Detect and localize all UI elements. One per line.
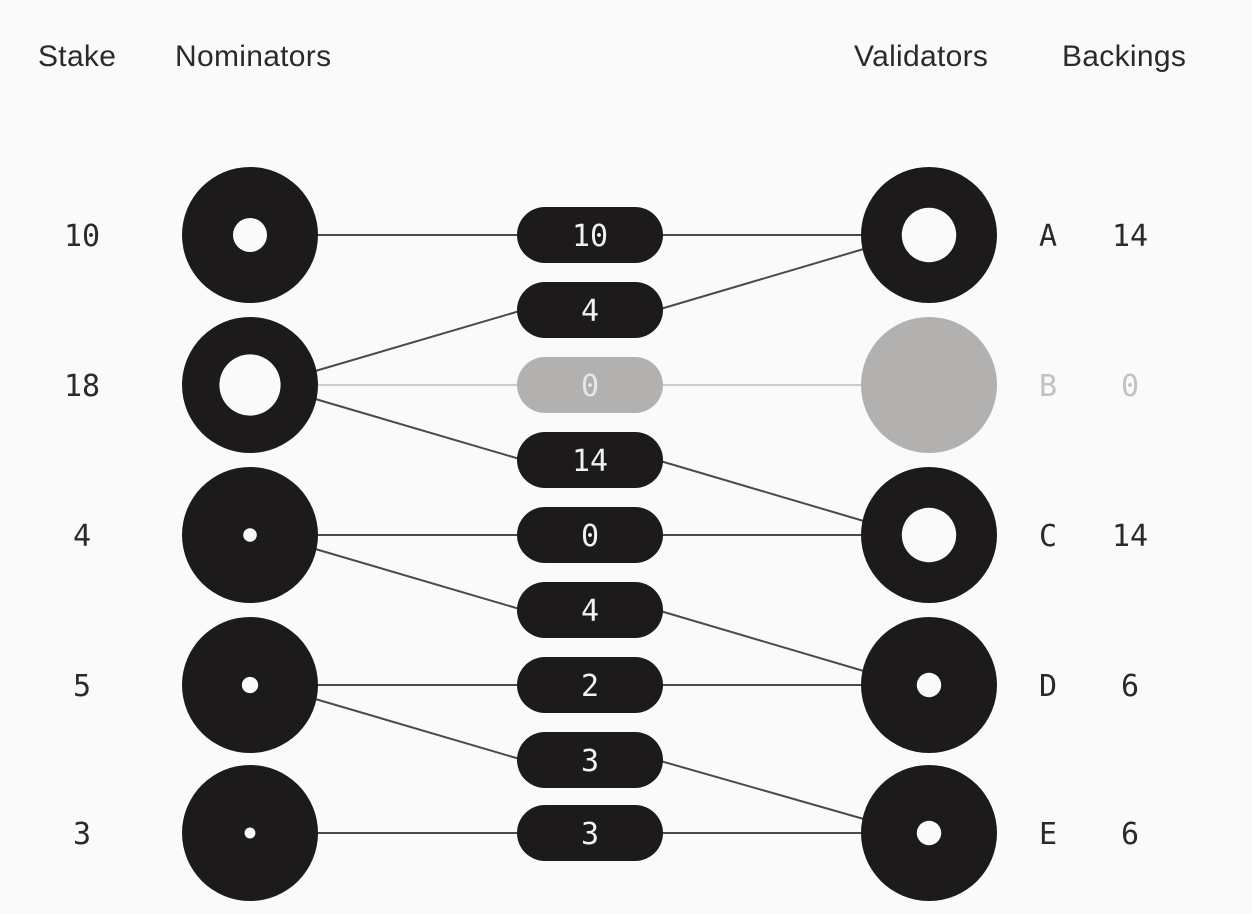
pill-background <box>517 507 663 563</box>
validator-node <box>861 167 997 303</box>
edge-line-right <box>656 609 865 672</box>
nominator-stake: 4 <box>73 519 91 554</box>
pill-background <box>517 805 663 861</box>
validator-backing: 6 <box>1121 817 1139 852</box>
edge-amount-pill: 2 <box>517 657 663 713</box>
edge-line-left <box>314 698 524 761</box>
edge-amount: 3 <box>581 744 599 779</box>
validator-node <box>861 617 997 753</box>
validator-backing: 14 <box>1112 519 1148 554</box>
edge-amount: 0 <box>581 519 599 554</box>
validator-name: C <box>1039 519 1057 554</box>
pill-background <box>517 657 663 713</box>
validator-node <box>861 317 997 453</box>
edge-line-left <box>314 398 524 461</box>
validator-name: A <box>1039 219 1057 254</box>
nominator-stake: 5 <box>73 669 91 704</box>
stake-header: Stake <box>38 40 117 73</box>
nominator-node <box>182 317 318 453</box>
validator-hole <box>901 507 957 563</box>
edge-amount-pill: 10 <box>517 207 663 263</box>
pill-background <box>517 582 663 638</box>
nominator-stake: 3 <box>73 817 91 852</box>
edge-line-right <box>656 459 865 522</box>
pill-background <box>517 207 663 263</box>
edge-line-right <box>656 759 864 820</box>
validator-hole <box>916 820 942 846</box>
backings-header: Backings <box>1062 40 1187 73</box>
nominator-node <box>182 467 318 603</box>
edge-line-left <box>314 309 524 372</box>
edge-amount: 14 <box>572 444 608 479</box>
edge-amount-pill: 14 <box>517 432 663 488</box>
pill-background <box>517 432 663 488</box>
nominator-node <box>182 617 318 753</box>
pill-background <box>517 357 663 413</box>
edge-amount: 4 <box>581 594 599 629</box>
edge-amount-pill: 3 <box>517 732 663 788</box>
nominator-node <box>182 765 318 901</box>
edge-amount-pill: 4 <box>517 282 663 338</box>
edge-amount-pill: 4 <box>517 582 663 638</box>
edge-amount-pill: 3 <box>517 805 663 861</box>
edge-amount-pill: 0 <box>517 507 663 563</box>
validators-header: Validators <box>854 40 989 73</box>
validator-hole <box>901 207 957 263</box>
nominator-stake: 10 <box>64 219 100 254</box>
edge-amount: 0 <box>581 369 599 404</box>
edge-line-left <box>314 548 524 611</box>
nominator-hole <box>233 218 267 252</box>
validator-backing: 14 <box>1112 219 1148 254</box>
validator-name: B <box>1039 369 1057 404</box>
nominator-hole <box>241 676 259 694</box>
validator-ring <box>861 317 997 453</box>
edge-line-right <box>656 248 865 311</box>
validator-node <box>861 765 997 901</box>
validator-hole <box>916 672 942 698</box>
edge-amount: 10 <box>572 219 608 254</box>
nominators-header: Nominators <box>175 40 332 73</box>
edge-amount-pill: 0 <box>517 357 663 413</box>
pill-background <box>517 732 663 788</box>
edge-amount: 4 <box>581 294 599 329</box>
pill-background <box>517 282 663 338</box>
nominator-stake: 18 <box>64 369 100 404</box>
validator-node <box>861 467 997 603</box>
edge-amount: 3 <box>581 817 599 852</box>
nominator-node <box>182 167 318 303</box>
edge-amount: 2 <box>581 669 599 704</box>
nominator-hole <box>243 528 257 542</box>
validator-backing: 6 <box>1121 669 1139 704</box>
validator-name: E <box>1039 817 1057 852</box>
nominator-hole <box>219 354 281 416</box>
validator-backing: 0 <box>1121 369 1139 404</box>
validator-name: D <box>1039 669 1057 704</box>
nominator-hole <box>244 827 256 839</box>
